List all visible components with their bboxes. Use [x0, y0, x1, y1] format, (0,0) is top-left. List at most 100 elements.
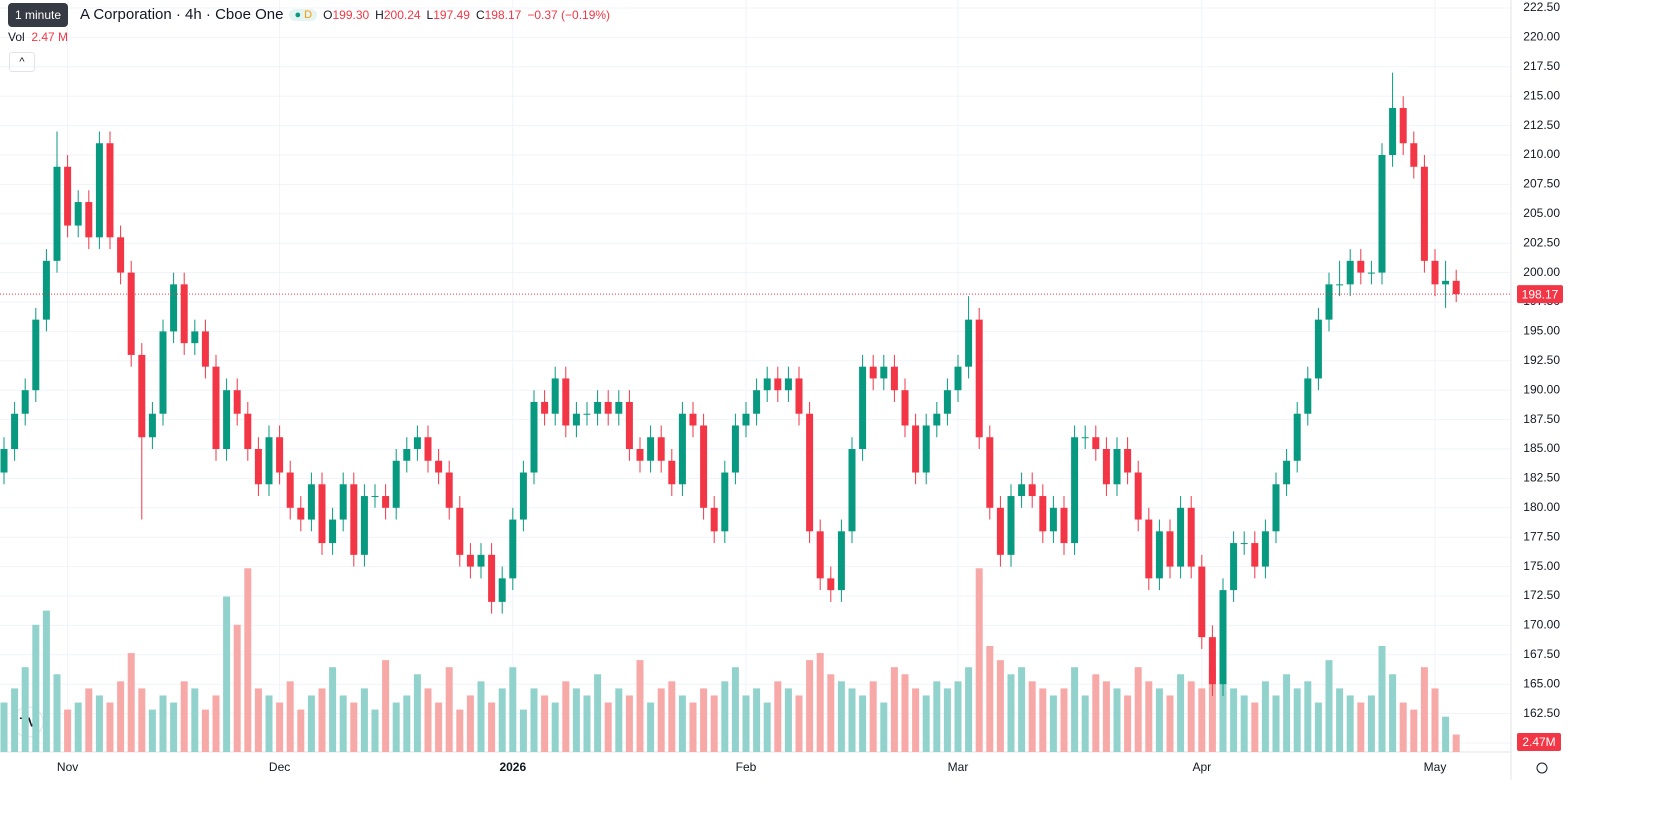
candle-body: [827, 578, 835, 591]
volume-bar: [360, 688, 368, 752]
volume-bar: [138, 688, 146, 752]
volume-bar: [890, 667, 898, 752]
candle-body: [307, 484, 315, 520]
volume-bar: [657, 688, 665, 752]
candle-body: [1177, 507, 1185, 567]
candle-body: [922, 425, 930, 473]
tooltip: 1 minute: [8, 3, 69, 27]
x-tick-label: Dec: [269, 760, 290, 774]
candle-body: [477, 554, 485, 567]
candle-body: [212, 366, 220, 449]
candle-body: [837, 531, 845, 591]
volume-bar: [678, 695, 686, 752]
volume-bar: [837, 681, 845, 752]
candle-body: [360, 496, 368, 555]
o-label: O: [323, 7, 333, 22]
y-tick-label: 205.00: [1523, 206, 1560, 220]
candle-body: [1336, 284, 1344, 286]
candle-body: [1410, 143, 1418, 167]
volume-bar: [244, 568, 252, 752]
candle-body: [244, 413, 252, 449]
volume-bar: [212, 695, 220, 752]
candle-body: [604, 401, 612, 414]
volume-bar: [254, 688, 262, 752]
volume-bar: [1304, 681, 1312, 752]
volume-bar: [276, 702, 284, 752]
y-tick-label: 187.50: [1523, 412, 1560, 426]
volume-bar: [21, 667, 29, 752]
candle-body: [668, 460, 676, 485]
candle-body: [1134, 472, 1142, 520]
candle-body: [816, 531, 824, 579]
volume-bar: [477, 681, 485, 752]
volume-bar: [1208, 667, 1216, 752]
candle-body: [1187, 507, 1195, 567]
volume-bar: [106, 702, 114, 752]
candle-body: [1272, 484, 1280, 532]
volume-bar: [1198, 688, 1206, 752]
candle-body: [159, 331, 167, 414]
candle-body: [297, 507, 305, 520]
candle-body: [95, 143, 103, 238]
volume-bar: [1124, 695, 1132, 752]
candle-body: [700, 425, 708, 508]
collapse-button[interactable]: ^: [9, 52, 35, 72]
candle-body: [318, 484, 326, 544]
vol-label: Vol: [8, 30, 25, 44]
candle-body: [541, 401, 549, 414]
volume-bar: [604, 702, 612, 752]
candle-body: [1018, 484, 1026, 497]
candle-body: [85, 202, 93, 238]
legend: A Corporation · 4h · Cboe One ● D O199.3…: [80, 6, 610, 23]
volume-bar: [636, 660, 644, 752]
volume-bar: [721, 681, 729, 752]
candle-body: [488, 554, 496, 602]
candle-body: [456, 507, 464, 555]
candle-body: [986, 437, 994, 508]
candle-body: [710, 507, 718, 532]
candle-body: [392, 460, 400, 508]
volume-bar: [689, 702, 697, 752]
candle-body: [64, 166, 72, 226]
candle-body: [286, 472, 294, 508]
candle-body: [138, 354, 146, 438]
candle-body: [223, 390, 231, 449]
vol-value: 2.47 M: [31, 30, 69, 44]
y-tick-label: 220.00: [1523, 30, 1560, 44]
candle-body: [731, 425, 739, 473]
candle-body: [1389, 107, 1397, 155]
ohlc: O199.30 H200.24 L197.49 C198.17 −0.37 (−…: [323, 8, 610, 22]
candle-body: [1124, 449, 1132, 473]
x-tick-label: Apr: [1192, 760, 1211, 774]
candle-body: [530, 401, 538, 473]
candle-body: [954, 366, 962, 391]
candle-body: [1240, 543, 1248, 545]
volume-bar: [1092, 674, 1100, 752]
y-tick-label: 200.00: [1523, 265, 1560, 279]
candle-body: [180, 284, 188, 344]
badge-text: D: [304, 8, 313, 21]
settings-icon[interactable]: [1536, 762, 1548, 774]
volume-bar: [1336, 688, 1344, 752]
candle-body: [148, 413, 156, 438]
y-tick-label: 192.50: [1523, 353, 1560, 367]
candle-body: [127, 272, 135, 355]
candle-body: [265, 437, 273, 485]
x-tick-label: Nov: [57, 760, 78, 774]
candle-body: [848, 449, 856, 532]
candle-body: [689, 413, 697, 426]
volume-bar: [382, 660, 390, 752]
y-tick-label: 217.50: [1523, 59, 1560, 73]
volume-bar: [413, 674, 421, 752]
candle-body: [721, 472, 729, 532]
y-tick-label: 162.50: [1523, 706, 1560, 720]
volume-bar: [954, 681, 962, 752]
candle-body: [350, 484, 358, 555]
last-price-label: 198.17: [1522, 287, 1559, 301]
candle-body: [191, 331, 199, 344]
volume-bar: [731, 667, 739, 752]
volume-bar: [530, 688, 538, 752]
symbol[interactable]: A Corporation · 4h · Cboe One: [80, 6, 284, 23]
volume-bar: [583, 695, 591, 752]
candle-body: [594, 401, 602, 414]
